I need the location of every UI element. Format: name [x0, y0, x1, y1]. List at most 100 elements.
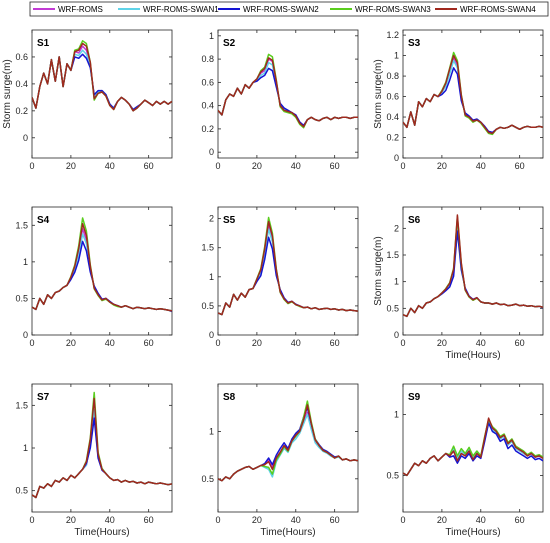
- plot-area: [31, 29, 173, 159]
- y-tick-label: 0: [394, 153, 399, 163]
- series-group: [32, 40, 172, 112]
- legend-entry: WRF-ROMS: [33, 5, 103, 14]
- legend-label: WRF-ROMS: [58, 5, 103, 14]
- panel-s1: 0 20 40 60 0 0.2 0.4 0.6 S1 Storm surge(m): [2, 29, 173, 171]
- y-tick-label: 0.4: [15, 79, 28, 89]
- x-tick-label: 60: [330, 161, 340, 171]
- x-tick-label: 60: [515, 161, 525, 171]
- x-tick-label: 40: [105, 338, 115, 348]
- y-tick-label: 0: [394, 330, 399, 340]
- y-tick-label: 0: [209, 330, 214, 340]
- y-tick-label: 0: [23, 330, 28, 340]
- series-group: [32, 217, 172, 313]
- plot-area: [31, 383, 173, 513]
- y-tick-label: 1: [394, 277, 399, 287]
- x-tick-label: 0: [215, 338, 220, 348]
- series-line-wrf-roms-swan4: [403, 54, 543, 135]
- plot-area: [31, 206, 173, 336]
- x-tick-label: 0: [215, 515, 220, 525]
- panel-title: S5: [223, 215, 236, 226]
- y-tick-label: 0.6: [15, 52, 28, 62]
- x-tick-label: 40: [291, 515, 301, 525]
- series-line-wrf-roms-swan4: [32, 397, 172, 499]
- series-line-wrf-roms-swan4: [218, 57, 358, 128]
- panel-s7: 0 20 40 60 0.5 1 1.5 S7 Time(Hours): [15, 383, 173, 538]
- panel-s4: 0 20 40 60 0 0.5 1 1.5 S4: [15, 206, 173, 348]
- y-tick-label: 0.5: [201, 301, 214, 311]
- x-tick-label: 40: [291, 161, 301, 171]
- y-tick-label: 0.2: [15, 106, 28, 116]
- y-tick-label: 0.8: [201, 54, 214, 64]
- x-tick-label: 60: [330, 338, 340, 348]
- panel-title: S9: [408, 392, 421, 403]
- x-axis-label: Time(Hours): [445, 527, 500, 538]
- x-tick-label: 0: [400, 338, 405, 348]
- plot-area: [402, 206, 544, 336]
- series-group: [218, 400, 358, 482]
- x-axis-label: Time(Hours): [74, 527, 129, 538]
- panel-s2: 0 20 40 60 0 0.2 0.4 0.6 0.8 1 S2: [201, 29, 359, 171]
- y-tick-label: 1: [209, 426, 214, 436]
- series-line-wrf-roms-swan4: [403, 417, 543, 477]
- y-tick-label: 0.8: [386, 71, 399, 81]
- y-tick-label: 0: [23, 133, 28, 143]
- x-tick-label: 60: [515, 338, 525, 348]
- x-axis-label: Time(Hours): [445, 350, 500, 361]
- x-tick-label: 40: [476, 515, 486, 525]
- panel-s5: 0 20 40 60 0 0.5 1 1.5 2 S5: [201, 206, 359, 348]
- x-tick-label: 0: [29, 338, 34, 348]
- x-tick-label: 20: [66, 338, 76, 348]
- y-tick-label: 0.2: [201, 124, 214, 134]
- y-tick-label: 1.2: [386, 30, 399, 40]
- x-tick-label: 60: [330, 515, 340, 525]
- y-axis-label: Storm surge(m): [373, 59, 384, 128]
- y-tick-label: 1: [23, 443, 28, 453]
- y-tick-label: 1: [23, 257, 28, 267]
- y-tick-label: 0.6: [201, 77, 214, 87]
- y-tick-label: 0: [209, 147, 214, 157]
- panel-s3: 0 20 40 60 0 0.2 0.4 0.6 0.8 1 1.2 S3 Storm surge(m): [373, 29, 544, 171]
- y-tick-label: 1: [209, 31, 214, 41]
- y-tick-label: 0.5: [201, 474, 214, 484]
- x-tick-label: 40: [476, 338, 486, 348]
- y-axis-label: Storm surge(m): [2, 59, 13, 128]
- y-tick-label: 0.5: [386, 470, 399, 480]
- x-tick-label: 20: [66, 161, 76, 171]
- panel-title: S3: [408, 38, 421, 49]
- y-tick-label: 1.5: [201, 243, 214, 253]
- x-tick-label: 60: [144, 338, 154, 348]
- y-tick-label: 1: [209, 272, 214, 282]
- legend-label: WRF-ROMS-SWAN2: [243, 5, 319, 14]
- x-tick-label: 20: [437, 161, 447, 171]
- panel-title: S1: [37, 38, 50, 49]
- legend-box: [29, 1, 549, 17]
- y-tick-label: 1.5: [386, 250, 399, 260]
- x-tick-label: 40: [291, 338, 301, 348]
- x-tick-label: 40: [105, 161, 115, 171]
- series-line-wrf-roms-swan4: [218, 404, 358, 482]
- legend-label: WRF-ROMS-SWAN1: [143, 5, 219, 14]
- panel-s6: 0 20 40 60 0 0.5 1 1.5 2 S6 Storm surge(m) Time(Hou…: [373, 206, 544, 361]
- plot-area: [217, 206, 359, 336]
- plot-area: [402, 29, 544, 159]
- legend-label: WRF-ROMS-SWAN3: [355, 5, 431, 14]
- x-tick-label: 40: [476, 161, 486, 171]
- x-tick-label: 0: [400, 515, 405, 525]
- x-tick-label: 60: [144, 161, 154, 171]
- series-line-wrf-roms-swan4: [218, 220, 358, 316]
- y-tick-label: 0.4: [386, 112, 399, 122]
- x-tick-label: 60: [515, 515, 525, 525]
- x-tick-label: 20: [437, 338, 447, 348]
- x-tick-label: 0: [215, 161, 220, 171]
- plot-area: [402, 383, 544, 513]
- x-tick-label: 20: [252, 515, 262, 525]
- legend-entry: WRF-ROMS-SWAN4: [435, 5, 536, 14]
- y-tick-label: 0.5: [386, 303, 399, 313]
- panel-title: S8: [223, 392, 236, 403]
- y-tick-label: 2: [209, 214, 214, 224]
- y-tick-label: 0.2: [386, 133, 399, 143]
- series-group: [218, 53, 358, 129]
- y-tick-label: 2: [394, 223, 399, 233]
- panel-title: S6: [408, 215, 421, 226]
